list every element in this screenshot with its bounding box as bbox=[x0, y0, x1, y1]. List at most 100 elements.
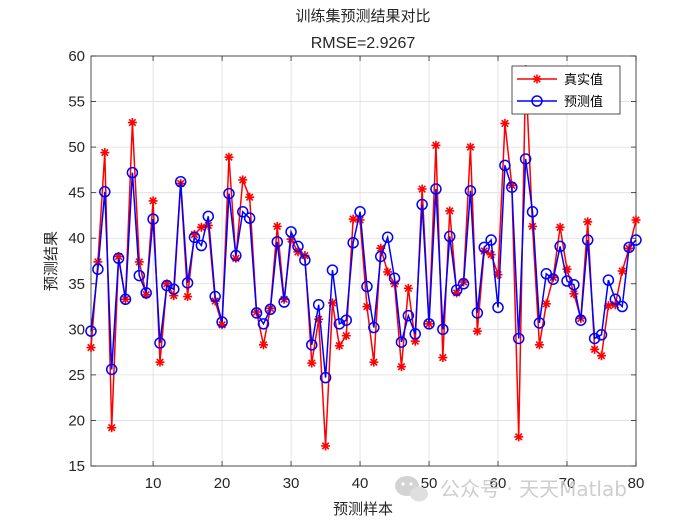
y-tick-label: 30 bbox=[68, 321, 85, 338]
x-tick-label: 40 bbox=[352, 475, 369, 492]
data-point bbox=[602, 274, 615, 286]
data-point bbox=[224, 152, 234, 162]
chart-subtitle: RMSE=2.9267 bbox=[311, 35, 416, 52]
legend-item-2: 预测值 bbox=[517, 94, 603, 110]
series-layer bbox=[85, 65, 642, 451]
data-point bbox=[105, 363, 118, 376]
data-point bbox=[245, 192, 255, 202]
data-point bbox=[568, 278, 580, 291]
data-point bbox=[443, 230, 456, 243]
data-point bbox=[492, 301, 504, 314]
legend-marker bbox=[531, 95, 543, 107]
data-point bbox=[506, 181, 518, 193]
data-point bbox=[630, 234, 642, 246]
data-point bbox=[423, 318, 435, 330]
data-point bbox=[292, 240, 304, 253]
ticks bbox=[91, 55, 637, 467]
y-tick-label: 40 bbox=[68, 230, 85, 247]
data-point bbox=[457, 278, 470, 290]
data-point bbox=[472, 326, 482, 336]
data-point bbox=[223, 187, 235, 200]
data-point bbox=[438, 353, 448, 363]
data-point bbox=[464, 185, 477, 197]
data-point bbox=[478, 241, 490, 254]
data-point bbox=[595, 329, 608, 341]
data-point bbox=[85, 325, 97, 337]
data-point bbox=[561, 275, 573, 287]
data-point bbox=[533, 317, 546, 329]
data-point bbox=[569, 289, 579, 299]
legend-label: 预测值 bbox=[564, 94, 603, 110]
y-tick-labels: 15 20 25 30 35 40 45 50 55 60 bbox=[68, 48, 85, 475]
y-tick-label: 50 bbox=[68, 139, 85, 156]
data-point bbox=[402, 309, 415, 322]
data-point bbox=[388, 272, 401, 285]
data-point bbox=[107, 423, 117, 433]
data-point bbox=[181, 277, 194, 289]
data-point bbox=[354, 206, 366, 218]
data-point bbox=[526, 206, 539, 218]
data-point bbox=[631, 215, 641, 225]
data-point bbox=[258, 340, 268, 350]
data-point bbox=[340, 314, 353, 326]
data-point bbox=[155, 357, 165, 367]
y-tick-label: 60 bbox=[68, 48, 85, 65]
data-point bbox=[127, 118, 137, 128]
data-point bbox=[99, 186, 111, 198]
x-tick-label: 20 bbox=[214, 475, 231, 492]
data-point bbox=[238, 175, 248, 185]
data-point bbox=[341, 331, 351, 341]
y-tick-label: 55 bbox=[68, 94, 85, 111]
data-point bbox=[119, 293, 132, 306]
series-line bbox=[90, 158, 637, 378]
data-point bbox=[623, 241, 635, 254]
data-point bbox=[369, 357, 379, 367]
data-point bbox=[237, 206, 249, 218]
x-tick-label: 10 bbox=[145, 475, 162, 492]
data-point bbox=[396, 362, 406, 372]
x-axis-label: 预测样本 bbox=[333, 500, 393, 518]
data-point bbox=[306, 339, 318, 351]
y-axis-label: 预测结果 bbox=[42, 231, 60, 291]
data-point bbox=[519, 153, 532, 165]
data-point bbox=[465, 142, 475, 152]
data-point bbox=[417, 184, 427, 194]
data-point bbox=[112, 252, 125, 265]
data-point bbox=[126, 166, 139, 179]
data-point bbox=[333, 318, 346, 330]
data-point bbox=[437, 323, 449, 336]
data-point bbox=[554, 240, 566, 253]
data-point bbox=[547, 273, 559, 285]
data-point bbox=[161, 279, 173, 292]
data-point bbox=[383, 267, 393, 277]
series-2 bbox=[85, 153, 642, 384]
data-point bbox=[583, 217, 593, 227]
data-point bbox=[257, 318, 270, 330]
data-point bbox=[368, 321, 380, 334]
data-point bbox=[597, 351, 607, 361]
data-point bbox=[272, 221, 282, 231]
data-point bbox=[555, 222, 565, 232]
legend-marker bbox=[532, 74, 542, 84]
data-point bbox=[100, 148, 110, 158]
data-point bbox=[243, 212, 256, 224]
data-point bbox=[540, 268, 553, 280]
data-point bbox=[195, 239, 208, 252]
data-point bbox=[395, 336, 408, 348]
data-point bbox=[609, 293, 622, 306]
x-tick-label: 50 bbox=[421, 475, 438, 492]
data-point bbox=[321, 441, 331, 451]
legend-box bbox=[511, 65, 621, 115]
data-point bbox=[188, 231, 201, 244]
x-tick-label: 30 bbox=[283, 475, 300, 492]
data-point bbox=[514, 432, 524, 442]
data-point bbox=[196, 222, 206, 232]
y-tick-label: 45 bbox=[68, 185, 85, 202]
y-tick-label: 20 bbox=[68, 412, 85, 429]
data-point bbox=[307, 358, 317, 368]
data-point bbox=[416, 198, 428, 211]
data-point bbox=[174, 175, 187, 188]
data-point bbox=[312, 298, 325, 311]
